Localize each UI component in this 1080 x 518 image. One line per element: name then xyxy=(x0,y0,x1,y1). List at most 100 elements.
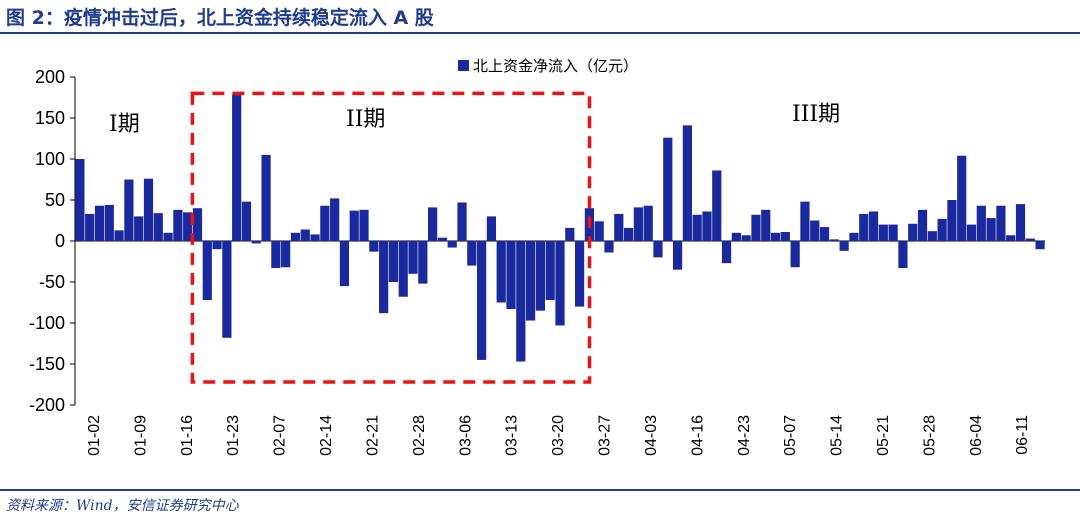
bar xyxy=(379,241,389,314)
footer-divider xyxy=(0,489,1080,491)
bar xyxy=(996,205,1006,241)
y-tick-label: -200 xyxy=(29,395,65,415)
bar xyxy=(526,241,536,321)
bar xyxy=(947,200,957,241)
bar xyxy=(565,227,575,241)
bar xyxy=(535,241,546,311)
bar xyxy=(428,207,438,241)
bar xyxy=(183,212,193,241)
bar xyxy=(486,216,497,241)
bar xyxy=(555,241,565,326)
bar xyxy=(163,232,173,241)
bar xyxy=(437,237,448,241)
bar xyxy=(506,241,516,310)
bar xyxy=(780,231,790,241)
bar xyxy=(761,209,771,241)
legend-label: 北上资金净流入（亿元） xyxy=(473,57,638,75)
bar xyxy=(408,241,418,274)
bar xyxy=(731,232,741,241)
bar xyxy=(721,241,732,264)
x-tick-label: 06-11 xyxy=(1014,415,1031,455)
x-tick-label: 04-16 xyxy=(689,415,706,456)
x-tick-label: 05-07 xyxy=(782,415,799,456)
bar xyxy=(447,241,457,248)
bar xyxy=(790,241,800,268)
x-tick-label: 02-07 xyxy=(272,415,289,456)
bar xyxy=(702,211,712,241)
bar xyxy=(878,224,888,241)
x-tick-label: 02-14 xyxy=(318,415,335,456)
bar xyxy=(290,232,301,241)
bar xyxy=(741,235,751,241)
x-tick-label: 05-21 xyxy=(875,415,892,456)
bar xyxy=(202,241,212,301)
y-tick-label: 0 xyxy=(55,231,65,251)
bar xyxy=(1025,238,1035,241)
bar xyxy=(359,209,369,241)
bar xyxy=(859,213,869,241)
x-tick-label: 05-14 xyxy=(829,415,846,456)
x-tick-label: 06-04 xyxy=(968,415,985,456)
bar xyxy=(810,220,820,241)
bar xyxy=(770,232,781,241)
bar xyxy=(682,125,692,241)
bar xyxy=(1035,241,1045,250)
bar xyxy=(751,214,761,241)
bar xyxy=(545,241,555,301)
x-tick-label: 02-21 xyxy=(364,415,381,456)
bar xyxy=(516,241,526,362)
bar xyxy=(398,241,408,297)
source-note: 资料来源：Wind，安信证券研究中心 xyxy=(6,498,239,514)
bar xyxy=(623,227,634,241)
y-tick-label: 200 xyxy=(35,67,65,87)
bar xyxy=(173,209,183,241)
bar xyxy=(281,241,291,268)
bar xyxy=(574,241,585,307)
bar xyxy=(349,210,359,241)
bar xyxy=(251,241,261,244)
x-tick-label: 02-28 xyxy=(411,415,428,456)
bar xyxy=(104,204,114,241)
bar xyxy=(614,213,624,241)
bar xyxy=(849,232,859,241)
y-tick-label: -100 xyxy=(29,313,65,333)
bar xyxy=(957,155,967,241)
x-tick-label: 01-16 xyxy=(179,415,196,456)
period-iii-label: III期 xyxy=(792,102,840,127)
y-tick-label: 100 xyxy=(35,149,65,169)
bar xyxy=(222,241,232,338)
bar xyxy=(457,202,467,241)
bar xyxy=(819,227,830,241)
y-tick-label: -150 xyxy=(29,354,65,374)
bar xyxy=(800,201,810,241)
bar xyxy=(1015,204,1026,241)
bar xyxy=(976,205,986,241)
bar xyxy=(633,207,643,241)
bar xyxy=(261,154,271,241)
bar xyxy=(124,179,134,241)
x-tick-label: 03-20 xyxy=(550,415,567,456)
y-tick-label: 50 xyxy=(45,190,65,210)
bar xyxy=(134,216,144,241)
bar xyxy=(418,241,428,284)
x-tick-label: 05-28 xyxy=(921,415,938,456)
bar xyxy=(917,209,928,241)
bar xyxy=(908,223,918,241)
bar xyxy=(143,178,154,241)
bar xyxy=(369,241,379,252)
period-ii-highlight-box xyxy=(190,91,592,384)
bar xyxy=(467,241,477,266)
bar xyxy=(300,229,310,241)
bar xyxy=(937,218,947,241)
bar xyxy=(271,241,281,269)
bar xyxy=(330,198,340,241)
x-tick-label: 04-03 xyxy=(643,415,660,456)
x-tick-label: 03-13 xyxy=(504,415,521,456)
bar xyxy=(75,159,85,241)
bar xyxy=(153,213,163,241)
x-tick-label: 04-23 xyxy=(736,415,753,456)
bar xyxy=(496,241,506,303)
bar xyxy=(829,239,839,241)
y-tick-label: -50 xyxy=(39,272,65,292)
